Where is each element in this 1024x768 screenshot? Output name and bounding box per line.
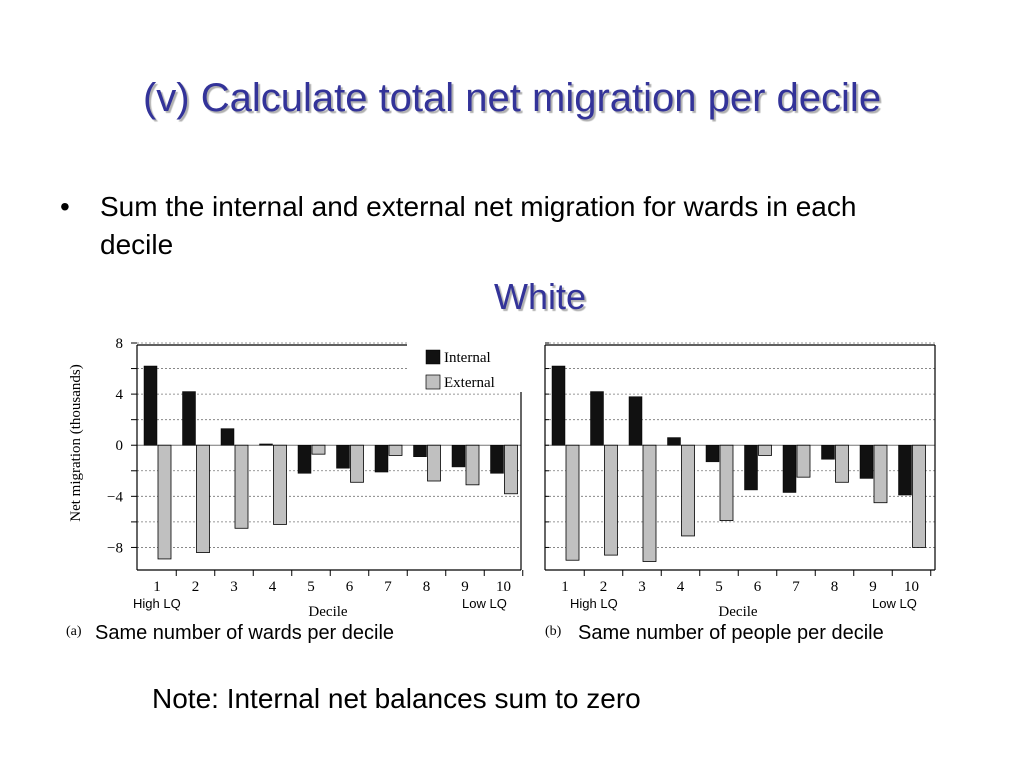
x-tick-label: 3: [230, 579, 238, 595]
bar-external-decile-8: [427, 444, 441, 482]
panel-label-b: (b): [545, 624, 562, 639]
x-tick-label: 6: [754, 579, 762, 595]
bar-external-decile-1: [157, 444, 172, 560]
bar-external-decile-7: [796, 444, 811, 478]
x-tick-label: 9: [869, 579, 877, 595]
bar-external-decile-1: [565, 444, 580, 561]
bullet-point: • Sum the internal and external net migr…: [60, 188, 920, 264]
bar-internal-decile-1: [143, 365, 158, 446]
x-tick-label: 3: [638, 579, 646, 595]
bar-internal-decile-1: [551, 365, 566, 446]
chart-panel-a: 8 4 0 −4 −8 1 2 3 4 5 6 7 8 9 10 Internal External Hi…: [66, 336, 524, 644]
bar-internal-decile-6: [744, 444, 758, 491]
bar-internal-decile-3: [628, 396, 643, 446]
bar-external-decile-10: [504, 444, 518, 495]
x-tick-label: 9: [461, 579, 469, 595]
charts-figure: Net migration (thousands) 8 4 0 −4 −8 1 2 3 4 5 6…: [66, 336, 936, 644]
x-tick-label: 6: [346, 579, 354, 595]
x-tick-label: 5: [715, 579, 723, 595]
bar-external-decile-2: [604, 444, 618, 556]
slide-title: (v) Calculate total net migration per de…: [142, 76, 882, 120]
bar-external-decile-5: [719, 444, 734, 522]
bar-external-decile-4: [681, 444, 695, 537]
caption-b: Same number of people per decile: [578, 622, 884, 644]
y-tick-label: −8: [107, 540, 123, 556]
bar-internal-decile-6: [336, 444, 350, 469]
bar-internal-decile-4: [259, 443, 273, 446]
y-tick-label: 8: [116, 336, 124, 352]
x-tick-label: 2: [192, 579, 200, 595]
x-tick-label: 5: [307, 579, 315, 595]
x-tick-label: 1: [561, 579, 569, 595]
annotation-high-lq-b: High LQ: [570, 596, 618, 611]
y-tick-label: −4: [107, 489, 123, 505]
bar-internal-decile-4: [667, 437, 681, 446]
caption-a: Same number of wards per decile: [95, 622, 394, 644]
y-tick-label: 4: [116, 387, 124, 403]
legend-label-internal: Internal: [444, 350, 491, 366]
bar-internal-decile-9: [451, 444, 466, 468]
x-tick-label: 1: [153, 579, 161, 595]
bar-internal-decile-10: [490, 444, 504, 474]
bar-internal-decile-2: [182, 391, 196, 446]
y-tick-labels-a: 8 4 0 −4 −8: [107, 336, 123, 556]
bar-internal-decile-8: [413, 444, 427, 457]
x-axis-label-b: Decile: [718, 604, 757, 620]
x-tick-label: 8: [423, 579, 431, 595]
annotation-high-lq-a: High LQ: [133, 596, 181, 611]
bar-internal-decile-3: [220, 428, 235, 446]
legend-swatch-internal: [425, 349, 441, 365]
bar-internal-decile-7: [374, 444, 389, 473]
bar-external-decile-3: [642, 444, 657, 562]
bar-internal-decile-10: [898, 444, 912, 496]
bar-external-decile-4: [273, 444, 287, 525]
x-tick-label: 10: [904, 579, 919, 595]
bars-a: [143, 365, 518, 560]
bar-external-decile-6: [350, 444, 364, 483]
bar-external-decile-7: [388, 444, 403, 456]
bar-internal-decile-5: [705, 444, 720, 463]
x-tick-labels-b: 1 2 3 4 5 6 7 8 9 10: [561, 579, 919, 595]
bar-internal-decile-2: [590, 391, 604, 446]
bar-external-decile-5: [311, 444, 326, 455]
chart-panel-b: 1 2 3 4 5 6 7 8 9 10 High LQ Low LQ Decile (b) Sa…: [544, 342, 936, 644]
bar-internal-decile-9: [859, 444, 874, 479]
legend-label-external: External: [444, 375, 495, 391]
bar-external-decile-6: [758, 444, 772, 456]
annotation-low-lq-b: Low LQ: [872, 596, 917, 611]
x-tick-label: 4: [677, 579, 685, 595]
bar-external-decile-9: [873, 444, 888, 504]
bar-external-decile-10: [912, 444, 926, 548]
bars-b: [551, 365, 926, 562]
x-tick-label: 7: [792, 579, 800, 595]
x-tick-label: 10: [496, 579, 511, 595]
bullet-text: Sum the internal and external net migrat…: [100, 191, 857, 260]
bar-internal-decile-8: [821, 444, 835, 460]
bar-external-decile-9: [465, 444, 480, 486]
footnote: Note: Internal net balances sum to zero: [152, 683, 641, 714]
x-tick-label: 8: [831, 579, 839, 595]
chart-group-subtitle: White: [493, 276, 587, 317]
annotation-low-lq-a: Low LQ: [462, 596, 507, 611]
x-tick-label: 4: [269, 579, 277, 595]
legend-swatch-external: [425, 374, 441, 390]
y-axis-label: Net migration (thousands): [68, 364, 84, 521]
bar-external-decile-3: [234, 444, 249, 529]
x-tick-label: 2: [600, 579, 608, 595]
bar-external-decile-8: [835, 444, 849, 483]
panel-label-a: (a): [66, 624, 82, 639]
bullet-dot: •: [60, 191, 70, 222]
x-axis-label-a: Decile: [308, 604, 347, 620]
y-tick-label: 0: [116, 438, 124, 454]
bar-internal-decile-7: [782, 444, 797, 493]
x-tick-labels-a: 1 2 3 4 5 6 7 8 9 10: [153, 579, 511, 595]
bar-internal-decile-5: [297, 444, 312, 474]
bar-external-decile-2: [196, 444, 210, 553]
axes-b: [544, 342, 936, 576]
x-tick-label: 7: [384, 579, 392, 595]
legend: Internal External: [407, 342, 522, 392]
